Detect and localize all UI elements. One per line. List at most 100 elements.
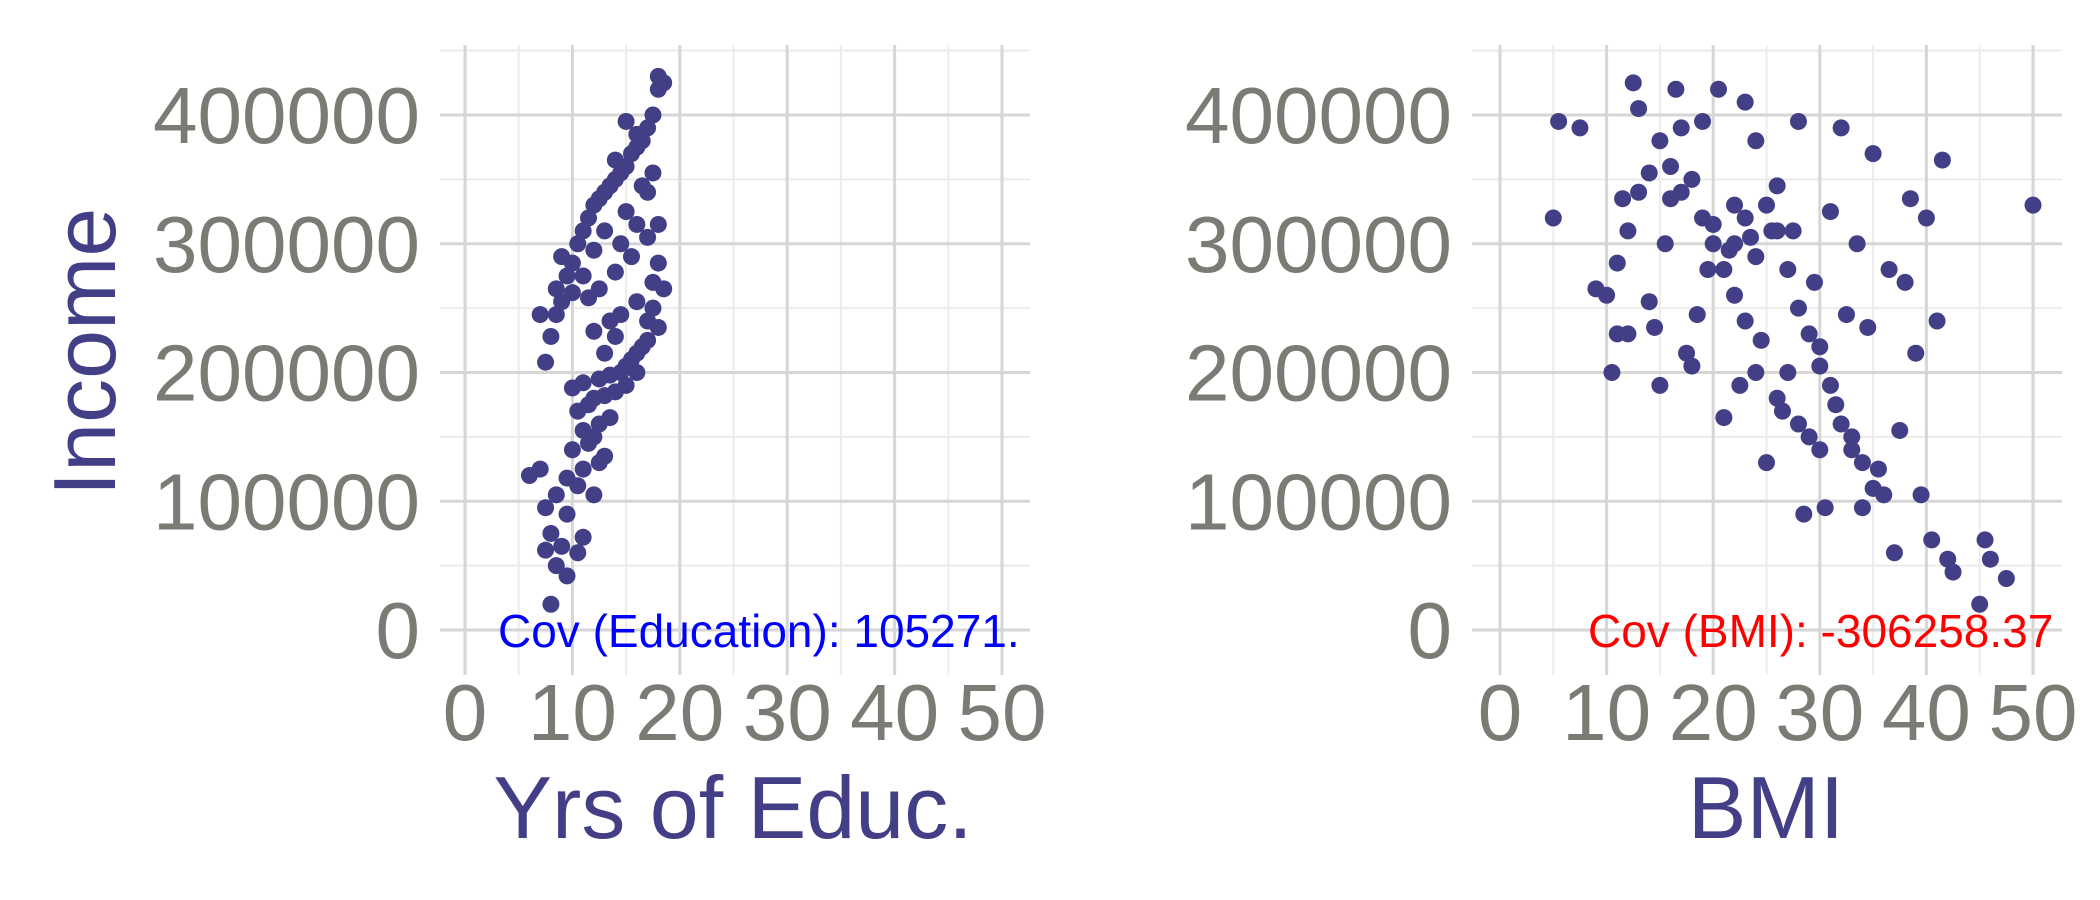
scatter-point: [644, 273, 662, 291]
scatter-point: [1603, 364, 1621, 381]
scatter-point: [563, 284, 581, 302]
y-tick-label: 200000: [153, 329, 420, 418]
scatter-point: [644, 299, 662, 317]
scatter-point: [1640, 293, 1658, 311]
scatter-point: [1688, 306, 1706, 324]
scatter-point: [1726, 235, 1744, 253]
covariance-label: Cov (BMI): -306258.37: [1588, 605, 2053, 657]
scatter-point: [1656, 235, 1674, 253]
scatter-point: [1747, 248, 1765, 266]
x-tick-label: 30: [1775, 668, 1864, 757]
scatter-point: [649, 67, 667, 85]
scatter-point: [1997, 570, 2015, 587]
scatter-point: [569, 235, 587, 253]
scatter-point: [1885, 544, 1903, 562]
scatter-point: [1827, 396, 1845, 414]
y-tick-label: 100000: [153, 457, 420, 546]
scatter-point: [1651, 376, 1669, 394]
scatter-point: [1971, 595, 1989, 613]
y-axis-title: Income: [35, 208, 134, 497]
scatter-point: [639, 228, 657, 246]
x-tick-label: 40: [850, 668, 939, 757]
scatter-point: [1646, 318, 1664, 336]
scatter-point: [537, 353, 555, 371]
scatter-point: [1704, 235, 1722, 253]
scatter-point: [1773, 402, 1791, 420]
x-tick-label: 20: [635, 668, 724, 757]
y-tick-label: 300000: [153, 200, 420, 289]
scatter-point: [1758, 196, 1775, 214]
education-income-panel: 0 100000 200000 300000 400000 0 10 20 30 40 50 Cov …: [35, 45, 1046, 857]
scatter-point: [1672, 119, 1690, 137]
scatter-point: [1869, 460, 1887, 478]
y-tick-label: 0: [376, 586, 421, 675]
scatter-point: [547, 280, 565, 298]
scatter-point: [1805, 273, 1823, 291]
scatter-point: [574, 528, 592, 546]
scatter-point: [1768, 177, 1786, 195]
scatter-point: [1944, 563, 1962, 581]
scatter-point: [1821, 203, 1839, 221]
scatter-points: [520, 67, 673, 613]
x-tick-label: 30: [743, 668, 832, 757]
scatter-point: [1731, 376, 1749, 394]
scatter-point: [1758, 454, 1775, 472]
scatter-point: [558, 567, 576, 585]
scatter-point: [1683, 170, 1701, 188]
scatter-point: [574, 267, 592, 285]
scatter-point: [1880, 261, 1898, 278]
scatter-point: [1853, 454, 1871, 472]
scatter-point: [1710, 80, 1728, 98]
scatter-point: [1672, 183, 1690, 201]
scatter-point: [1614, 190, 1632, 208]
scatter-point: [542, 524, 560, 542]
scatter-point: [1768, 222, 1786, 240]
scatter-point: [1795, 505, 1813, 523]
scatter-point: [542, 327, 560, 345]
scatter-point: [628, 215, 646, 233]
scatter-point: [563, 441, 581, 459]
scatter-point: [574, 460, 592, 478]
scatter-point: [1768, 389, 1786, 407]
x-tick-label: 50: [1989, 668, 2078, 757]
scatter-point: [1726, 286, 1744, 304]
scatter-point: [553, 248, 571, 266]
scatter-point: [628, 293, 646, 311]
scatter-point: [537, 541, 555, 559]
scatter-point: [1832, 119, 1850, 137]
scatter-point: [1816, 499, 1834, 517]
scatter-point: [1923, 531, 1941, 549]
scatter-point: [1742, 228, 1760, 246]
scatter-point: [1912, 486, 1930, 504]
scatter-point: [1939, 550, 1957, 568]
scatter-point: [1747, 364, 1765, 381]
scatter-point: [1800, 325, 1818, 343]
y-tick-label: 400000: [1185, 71, 1452, 160]
scatter-point: [2024, 196, 2042, 214]
scatter-point: [580, 209, 598, 227]
scatter-point: [596, 344, 614, 362]
scatter-point: [1598, 286, 1616, 304]
scatter-point: [1784, 222, 1802, 240]
scatter-point: [569, 544, 587, 562]
x-tick-label: 0: [1478, 668, 1523, 757]
scatter-point: [1891, 421, 1909, 439]
x-axis-title: BMI: [1688, 758, 1844, 857]
scatter-point: [1699, 261, 1717, 278]
scatter-point: [547, 486, 565, 504]
scatter-point: [1981, 550, 1999, 568]
scatter-point: [1976, 531, 1994, 549]
scatter-point: [1544, 209, 1562, 227]
scatter-point: [1800, 428, 1818, 446]
scatter-point: [1624, 74, 1642, 92]
scatter-point: [1789, 299, 1807, 317]
y-tick-label: 0: [1408, 586, 1453, 675]
scatter-point: [649, 318, 667, 336]
x-tick-label: 0: [443, 668, 488, 757]
y-tick-label: 200000: [1185, 329, 1452, 418]
scatter-point: [1933, 151, 1951, 169]
scatter-point: [1736, 312, 1754, 330]
scatter-point: [1896, 273, 1914, 291]
scatter-point: [628, 364, 646, 381]
